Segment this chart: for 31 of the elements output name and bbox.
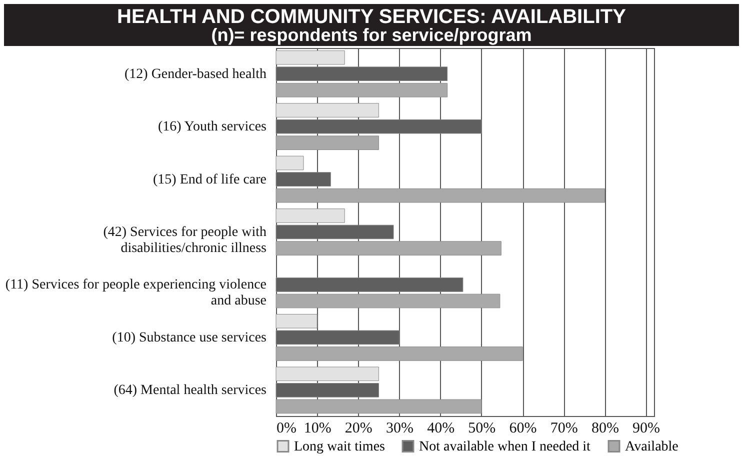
legend-label: Not available when I needed it [419,439,591,454]
y-tick-label: (12) Gender-based health [124,66,266,82]
x-tick-label: 10% [304,420,332,436]
bar [276,208,345,223]
bar [276,366,379,382]
bar [276,82,448,98]
bar [276,346,523,361]
x-tick-label: 30% [386,420,414,436]
y-tick-label: (64) Mental health services [114,383,266,398]
x-tick-label: 90% [632,420,660,436]
x-tick-label: 0% [276,420,296,436]
bar [276,103,379,118]
y-tick-label: (10) Substance use services [112,330,266,346]
y-tick-label: (16) Youth services [158,120,266,135]
bar [276,188,605,203]
bar [276,294,500,308]
legend-label: Available [625,439,678,454]
y-tick-label: (15) End of life care [153,172,266,188]
x-tick-label: 50% [468,420,496,436]
x-tick-label: 20% [344,420,372,436]
y-tick-label: (42) Services for people with disabilities/chronic illness [103,225,266,256]
x-tick-label: 40% [427,420,455,436]
x-tick-label: 70% [550,420,578,436]
bar [276,156,304,170]
chart-subtitle: (n)= respondents for service/program [210,25,533,45]
y-tick-label: (11) Services for people experiencing violence and abuse [5,278,266,309]
x-tick-label: 80% [591,420,619,436]
chart-title: HEALTH AND COMMUNITY SERVICES: AVAILABILITY [116,6,627,28]
x-tick-label: 60% [509,420,537,436]
legend-label: Long wait times [294,439,385,454]
bar [276,241,502,256]
